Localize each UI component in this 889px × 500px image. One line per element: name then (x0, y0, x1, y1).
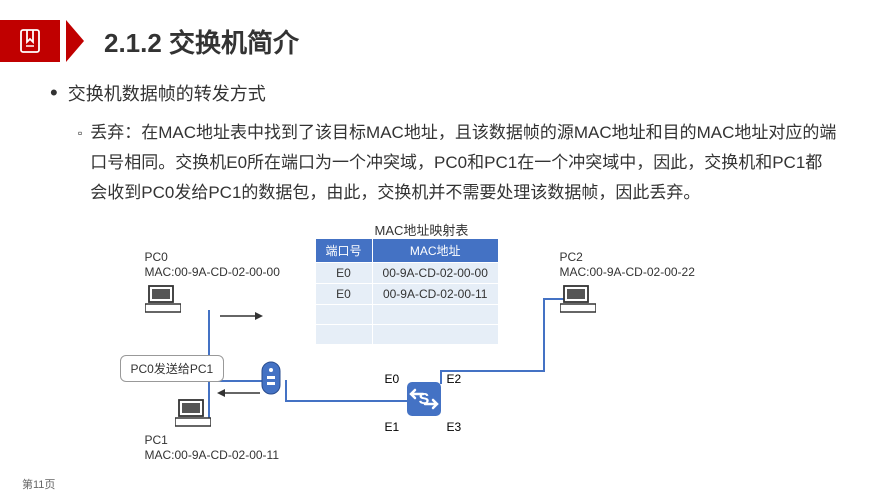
pc1-node: PC1 MAC:00-9A-CD-02-00-11 (145, 395, 280, 464)
pc0-node: PC0 MAC:00-9A-CD-02-00-00 (145, 250, 280, 319)
bullet-level2-wrap: ▫ 丢弃：在MAC地址表中找到了该目标MAC地址，且该数据帧的源MAC地址和目的… (78, 118, 839, 207)
pc0-name: PC0 (145, 250, 280, 266)
table-row: E0 00-9A-CD-02-00-00 (315, 262, 498, 283)
computer-icon (175, 398, 211, 428)
cell-port (315, 324, 372, 344)
header-icon-wrap (0, 20, 84, 62)
port-label-e3: E3 (447, 420, 462, 434)
callout-box: PC0发送给PC1 (120, 355, 225, 382)
hub-icon (260, 360, 282, 401)
slide-title: 2.1.2 交换机简介 (104, 23, 299, 60)
pc2-name: PC2 (560, 250, 695, 266)
conn-line (543, 298, 545, 372)
cell-mac: 00-9A-CD-02-00-11 (372, 283, 498, 304)
cell-port: E0 (315, 262, 372, 283)
pc1-name: PC1 (145, 433, 280, 449)
cell-mac (372, 324, 498, 344)
network-diagram: MAC地址映射表 端口号 MAC地址 E0 00-9A-CD-02-00-00 … (145, 220, 745, 440)
bullet2-text: 丢弃：在MAC地址表中找到了该目标MAC地址，且该数据帧的源MAC地址和目的MA… (90, 118, 839, 207)
cell-port (315, 304, 372, 324)
bullet2-marker: ▫ (78, 126, 82, 140)
mac-table-title: MAC地址映射表 (375, 220, 469, 239)
table-header-port: 端口号 (315, 238, 372, 262)
pc0-mac: MAC:00-9A-CD-02-00-00 (145, 265, 280, 281)
switch-icon: S (405, 380, 443, 423)
table-row (315, 324, 498, 344)
cell-mac (372, 304, 498, 324)
table-header-mac: MAC地址 (372, 238, 498, 262)
mac-mapping-table: 端口号 MAC地址 E0 00-9A-CD-02-00-00 E0 00-9A-… (315, 238, 499, 345)
page-number: 第11页 (22, 476, 55, 492)
conn-line (285, 380, 287, 402)
slide-content: 交换机数据帧的转发方式 ▫ 丢弃：在MAC地址表中找到了该目标MAC地址，且该数… (0, 72, 889, 440)
pc2-node: PC2 MAC:00-9A-CD-02-00-22 (560, 250, 695, 319)
slide-header: 2.1.2 交换机简介 (0, 0, 889, 72)
bullet1-text: 交换机数据帧的转发方式 (68, 80, 266, 106)
table-row (315, 304, 498, 324)
svg-text:S: S (418, 391, 429, 408)
port-label-e0: E0 (385, 372, 400, 386)
pc2-mac: MAC:00-9A-CD-02-00-22 (560, 265, 695, 281)
computer-icon (560, 284, 596, 314)
conn-line (285, 400, 410, 402)
port-label-e2: E2 (447, 372, 462, 386)
table-row: E0 00-9A-CD-02-00-11 (315, 283, 498, 304)
bookmark-icon-box (0, 20, 60, 62)
cell-port: E0 (315, 283, 372, 304)
bookmark-icon (19, 28, 41, 54)
red-arrow-icon (66, 20, 84, 62)
cell-mac: 00-9A-CD-02-00-00 (372, 262, 498, 283)
computer-icon (145, 284, 181, 314)
port-label-e1: E1 (385, 420, 400, 434)
pc1-mac: MAC:00-9A-CD-02-00-11 (145, 448, 280, 464)
bullet-level1: 交换机数据帧的转发方式 (50, 80, 839, 106)
